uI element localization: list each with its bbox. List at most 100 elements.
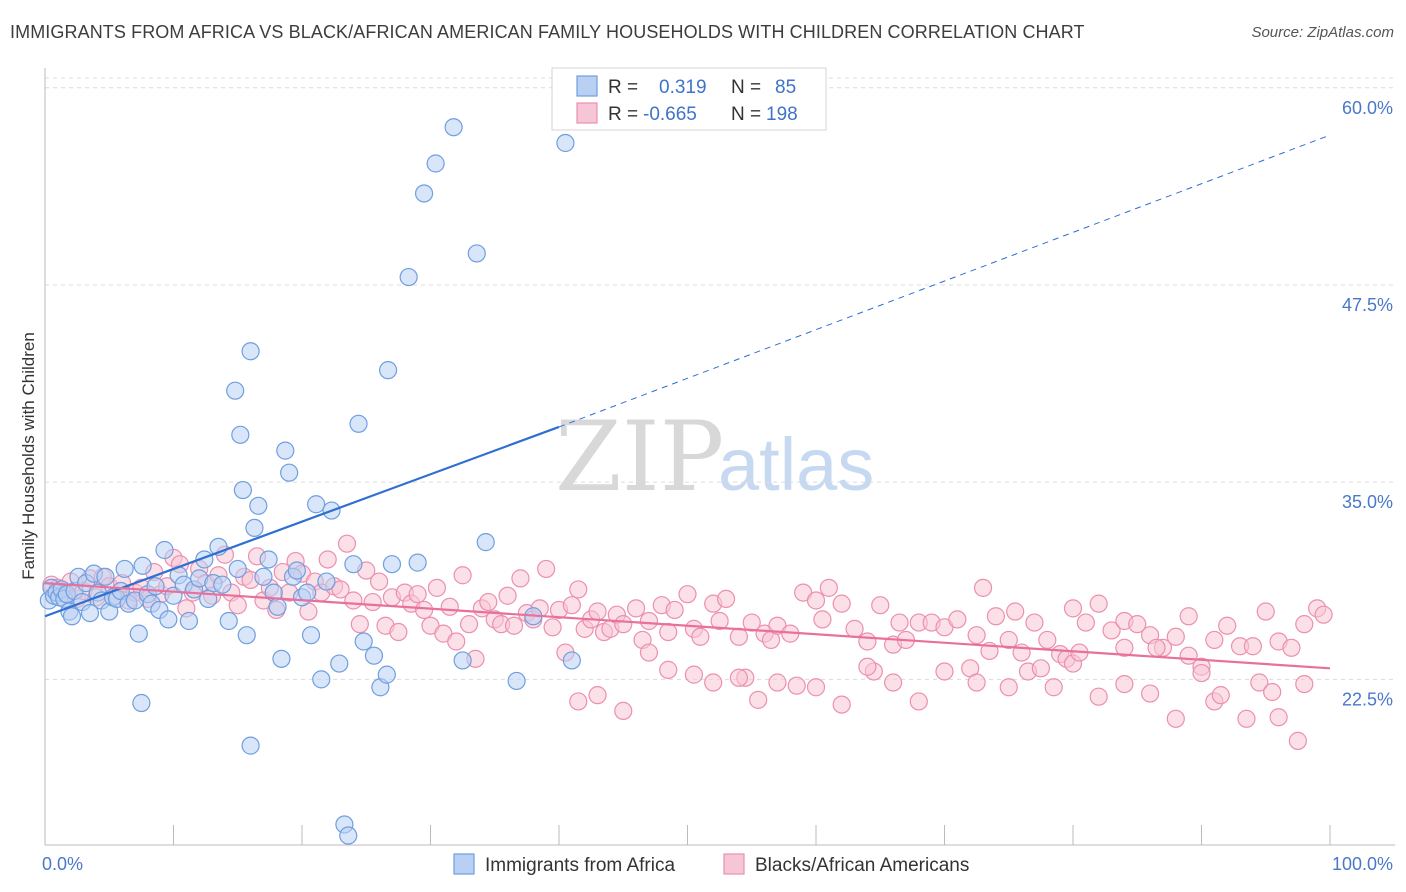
point-blacks-african-americans [1031, 659, 1050, 678]
y-tick-label: 22.5% [1342, 689, 1393, 709]
point-blacks-african-americans [1269, 708, 1288, 727]
point-immigrants-from-africa [426, 154, 445, 173]
point-blacks-african-americans [344, 591, 363, 610]
point-blacks-african-americans [787, 676, 806, 695]
point-immigrants-from-africa [556, 133, 575, 153]
point-blacks-african-americans [1140, 684, 1160, 703]
point-blacks-african-americans [1288, 731, 1307, 750]
point-blacks-african-americans [228, 596, 247, 615]
x-tick-label-max: 100.0% [1332, 854, 1393, 874]
point-blacks-african-americans [806, 591, 826, 610]
point-immigrants-from-africa [280, 463, 299, 482]
point-blacks-african-americans [453, 566, 472, 585]
point-immigrants-from-africa [408, 553, 427, 572]
point-immigrants-from-africa [241, 736, 260, 755]
source-label: Source: ZipAtlas.com [1251, 24, 1394, 41]
watermark-zip: ZIP [555, 401, 724, 513]
point-blacks-african-americans [909, 692, 928, 711]
point-blacks-african-americans [768, 673, 787, 692]
gridlines [45, 77, 1395, 680]
legend-r-label-1: R = [608, 77, 638, 98]
point-immigrants-from-africa [364, 646, 384, 665]
point-blacks-african-americans [973, 578, 993, 597]
point-blacks-african-americans [871, 596, 890, 615]
point-blacks-african-americans [1282, 638, 1301, 657]
legend-box: R = 0.319 N = 85 R = -0.665 N = 198 [551, 67, 827, 131]
point-blacks-african-americans [1115, 674, 1134, 694]
point-blacks-african-americans [1179, 607, 1198, 626]
point-blacks-african-americans [1192, 663, 1211, 683]
point-immigrants-from-africa [132, 693, 151, 713]
point-immigrants-from-africa [287, 561, 306, 580]
point-blacks-african-americans [967, 673, 986, 692]
bottom-legend: Immigrants from Africa Blacks/African Am… [453, 853, 969, 876]
point-blacks-african-americans [691, 627, 710, 646]
point-immigrants-from-africa [344, 555, 363, 574]
bottom-legend-label-2: Blacks/African Americans [755, 855, 969, 876]
legend-n-label-1: N = [731, 77, 761, 98]
point-blacks-african-americans [710, 611, 729, 631]
point-blacks-african-americans [1102, 621, 1121, 640]
point-blacks-african-americans [749, 690, 768, 709]
point-immigrants-from-africa [254, 567, 273, 586]
point-immigrants-from-africa [219, 611, 238, 631]
point-blacks-african-americans [350, 615, 369, 634]
point-blacks-african-americans [479, 592, 498, 612]
point-immigrants-from-africa [377, 665, 396, 684]
point-blacks-african-americans [883, 673, 903, 692]
point-blacks-african-americans [806, 678, 826, 697]
point-blacks-african-americans [1237, 709, 1256, 728]
point-blacks-african-americans [459, 615, 479, 634]
point-immigrants-from-africa [155, 540, 174, 560]
point-blacks-african-americans [1044, 678, 1063, 697]
point-immigrants-from-africa [312, 670, 331, 689]
point-immigrants-from-africa [349, 414, 368, 433]
point-blacks-african-americans [1256, 602, 1275, 621]
point-blacks-african-americans [318, 550, 337, 569]
point-blacks-african-americans [1025, 613, 1044, 632]
point-immigrants-from-africa [226, 381, 245, 400]
point-immigrants-from-africa [129, 624, 148, 643]
point-blacks-african-americans [967, 626, 986, 645]
point-immigrants-from-africa [272, 649, 291, 668]
point-blacks-african-americans [999, 678, 1018, 697]
point-blacks-african-americans [948, 610, 967, 629]
axes: 22.5% 35.0% 47.5% 60.0% 0.0% 100.0% [42, 68, 1395, 874]
point-blacks-african-americans [665, 600, 684, 620]
point-blacks-african-americans [588, 602, 607, 621]
y-tick-label: 60.0% [1342, 98, 1393, 118]
point-immigrants-from-africa [146, 577, 165, 596]
point-blacks-african-americans [440, 597, 459, 616]
point-blacks-african-americans [537, 559, 556, 579]
legend-r-value-1: 0.319 [659, 77, 707, 98]
point-immigrants-from-africa [562, 651, 581, 670]
point-blacks-african-americans [986, 607, 1006, 626]
bottom-legend-swatch-blue [453, 853, 475, 875]
point-blacks-african-americans [569, 692, 588, 711]
point-blacks-african-americans [704, 673, 723, 692]
point-blacks-african-americans [1076, 613, 1095, 632]
point-blacks-african-americans [999, 630, 1018, 650]
point-blacks-african-americans [1166, 709, 1185, 728]
point-immigrants-from-africa [259, 550, 278, 569]
trend-lines [44, 134, 1331, 670]
point-blacks-african-americans [819, 578, 838, 597]
legend-n-value-1: 85 [775, 77, 796, 98]
point-blacks-african-americans [614, 615, 633, 634]
chart-title: IMMIGRANTS FROM AFRICA VS BLACK/AFRICAN … [10, 22, 1085, 42]
point-blacks-african-americans [1211, 686, 1230, 705]
point-blacks-african-americans [511, 569, 530, 588]
point-blacks-african-americans [639, 611, 659, 631]
point-immigrants-from-africa [245, 518, 264, 538]
point-blacks-african-americans [331, 580, 350, 599]
point-immigrants-from-africa [444, 118, 463, 137]
point-immigrants-from-africa [317, 572, 336, 591]
point-blacks-african-americans [1295, 615, 1314, 634]
point-blacks-african-americans [659, 660, 678, 679]
point-blacks-african-americans [832, 695, 851, 714]
y-axis-title: Family Households with Children [19, 332, 38, 580]
point-blacks-african-americans [588, 686, 607, 705]
point-blacks-african-americans [1006, 602, 1025, 621]
point-blacks-african-americans [1243, 637, 1263, 656]
